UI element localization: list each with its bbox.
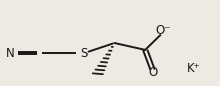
Text: K⁺: K⁺	[187, 62, 200, 75]
Text: O⁻: O⁻	[155, 24, 170, 37]
Text: O: O	[148, 66, 158, 79]
Text: S: S	[80, 47, 87, 60]
Text: N: N	[6, 47, 14, 60]
